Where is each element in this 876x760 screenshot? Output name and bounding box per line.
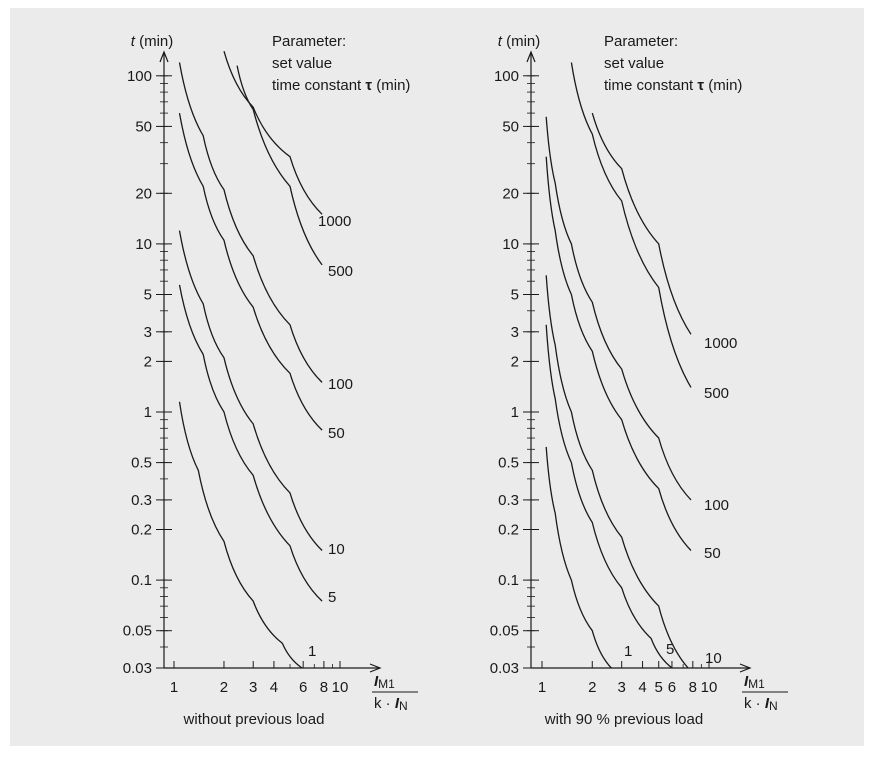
curve-series-10 xyxy=(545,275,689,669)
y-tick-label: 10 xyxy=(135,236,152,253)
x-tick-label: 8 xyxy=(320,679,328,696)
curve-series-50 xyxy=(545,156,692,551)
y-tick-label: 50 xyxy=(135,118,152,135)
x-axis-label-numerator: IM1 xyxy=(374,673,395,691)
curve-label-1: 1 xyxy=(624,643,632,660)
x-axis-label-denominator: k · IN xyxy=(744,695,778,713)
y-tick-label: 0.3 xyxy=(498,492,519,509)
y-tick-label: 0.05 xyxy=(490,623,519,640)
y-tick-label: 3 xyxy=(144,324,152,341)
x-axis-label-numerator: IM1 xyxy=(744,673,765,691)
y-tick-label: 20 xyxy=(135,185,152,202)
y-tick-label: 2 xyxy=(144,353,152,370)
parameter-legend-line: time constant τ (min) xyxy=(604,77,742,94)
y-tick-label: 0.2 xyxy=(498,521,519,538)
curve-series-10 xyxy=(178,230,323,551)
y-axis-label: t (min) xyxy=(131,33,174,50)
y-tick-label: 0.5 xyxy=(498,455,519,472)
y-tick-label: 50 xyxy=(502,118,519,135)
x-tick-label: 2 xyxy=(220,679,228,696)
curve-label-500: 500 xyxy=(328,263,353,280)
x-tick-label: 1 xyxy=(170,679,178,696)
y-tick-label: 100 xyxy=(494,68,519,85)
curve-label-100: 100 xyxy=(328,376,353,393)
y-tick-label: 10 xyxy=(502,236,519,253)
y-tick-label: 100 xyxy=(127,68,152,85)
curve-series-500 xyxy=(570,62,692,388)
curve-series-100 xyxy=(178,62,323,383)
curve-series-100 xyxy=(545,116,692,501)
y-tick-label: 5 xyxy=(144,287,152,304)
y-tick-label: 0.1 xyxy=(498,572,519,589)
curve-label-5: 5 xyxy=(666,641,674,658)
y-tick-label: 0.3 xyxy=(131,492,152,509)
y-tick-label: 0.05 xyxy=(123,623,152,640)
y-tick-label: 0.2 xyxy=(131,521,152,538)
curve-label-1000: 1000 xyxy=(704,335,737,352)
x-axis-label-denominator: k · IN xyxy=(374,695,408,713)
panel-caption: without previous load xyxy=(183,711,325,728)
parameter-legend-line: Parameter: xyxy=(272,33,346,50)
x-tick-label: 3 xyxy=(618,679,626,696)
y-axis-label: t (min) xyxy=(498,33,541,50)
curve-series-5 xyxy=(178,284,323,602)
curve-label-5: 5 xyxy=(328,589,336,606)
figure-panel: 0.03 0.05 0.1 0.2 0.3 0.5 1 2 3 5 10 20 50 100 t (min)… xyxy=(10,8,864,746)
curve-series-500 xyxy=(236,65,323,266)
curve-series-1000 xyxy=(591,112,692,335)
parameter-legend-line: set value xyxy=(272,55,332,72)
curve-label-10: 10 xyxy=(705,650,722,667)
chart-panel-2: 0.03 0.05 0.1 0.2 0.3 0.5 1 2 3 5 10 20 50 100 t (min)… xyxy=(490,33,788,728)
chart-panel-1: 0.03 0.05 0.1 0.2 0.3 0.5 1 2 3 5 10 20 50 100 t (min)… xyxy=(123,33,418,728)
figure-svg: 0.03 0.05 0.1 0.2 0.3 0.5 1 2 3 5 10 20 50 100 t (min)… xyxy=(123,33,788,728)
panel-caption: with 90 % previous load xyxy=(544,711,703,728)
x-tick-label: 4 xyxy=(638,679,646,696)
x-tick-label: 2 xyxy=(588,679,596,696)
curve-series-1 xyxy=(178,401,303,669)
curve-series-50 xyxy=(178,112,323,431)
x-tick-label: 10 xyxy=(332,679,349,696)
y-tick-label: 0.03 xyxy=(123,660,152,677)
curve-label-1000: 1000 xyxy=(318,213,351,230)
y-tick-label: 5 xyxy=(511,287,519,304)
y-tick-label: 1 xyxy=(511,404,519,421)
x-axis-arrow xyxy=(369,663,382,673)
curve-label-10: 10 xyxy=(328,541,345,558)
x-tick-label: 6 xyxy=(299,679,307,696)
x-tick-label: 10 xyxy=(701,679,718,696)
parameter-legend-line: Parameter: xyxy=(604,33,678,50)
curve-series-5 xyxy=(545,324,673,669)
parameter-legend-line: set value xyxy=(604,55,664,72)
curve-label-50: 50 xyxy=(328,425,345,442)
x-tick-label: 1 xyxy=(538,679,546,696)
x-tick-label: 8 xyxy=(689,679,697,696)
y-tick-label: 1 xyxy=(144,404,152,421)
curve-label-100: 100 xyxy=(704,497,729,514)
y-tick-label: 0.03 xyxy=(490,660,519,677)
curve-series-1 xyxy=(545,446,612,669)
y-tick-label: 3 xyxy=(511,324,519,341)
curve-label-50: 50 xyxy=(704,545,721,562)
x-tick-label: 3 xyxy=(249,679,257,696)
curve-label-1: 1 xyxy=(308,643,316,660)
x-axis-arrow xyxy=(739,663,752,673)
curve-series-1000 xyxy=(223,51,323,215)
y-tick-label: 2 xyxy=(511,353,519,370)
x-tick-label: 6 xyxy=(668,679,676,696)
y-axis-arrow xyxy=(526,50,536,63)
x-tick-label: 4 xyxy=(270,679,278,696)
y-tick-label: 20 xyxy=(502,185,519,202)
y-tick-label: 0.5 xyxy=(131,455,152,472)
x-tick-label: 5 xyxy=(655,679,663,696)
curve-label-500: 500 xyxy=(704,385,729,402)
y-tick-label: 0.1 xyxy=(131,572,152,589)
y-axis-arrow xyxy=(159,50,169,63)
parameter-legend-line: time constant τ (min) xyxy=(272,77,410,94)
